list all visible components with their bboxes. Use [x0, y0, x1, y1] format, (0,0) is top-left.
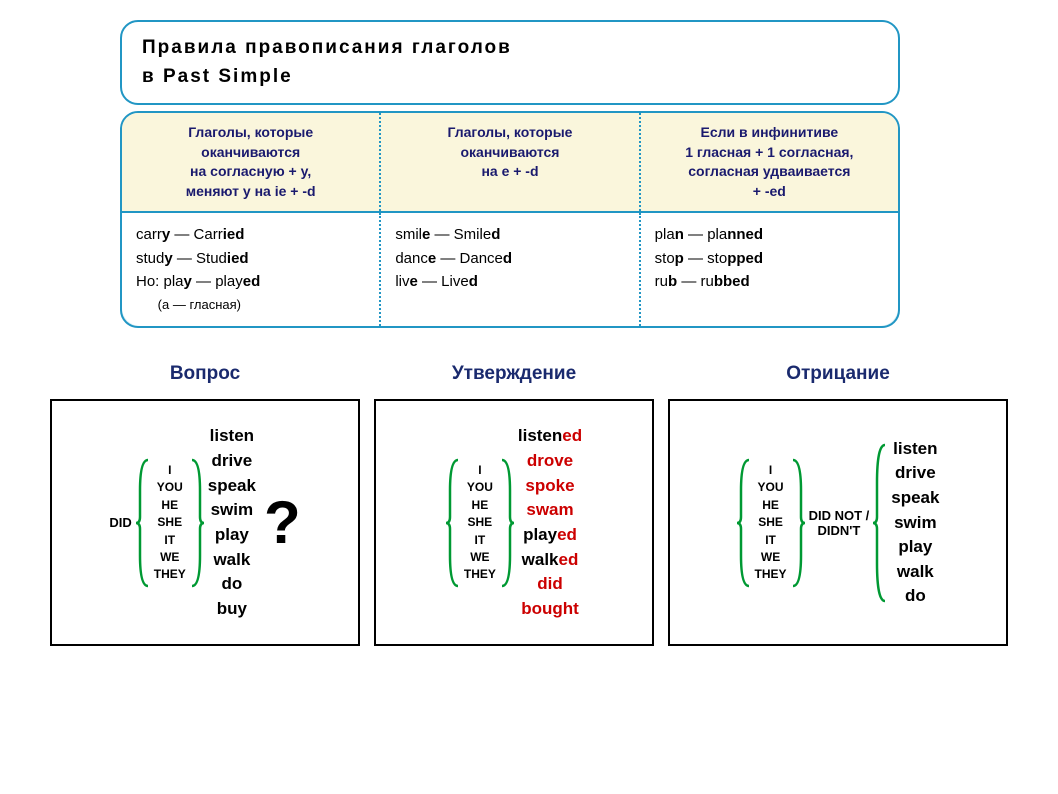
brace-icon	[446, 458, 460, 588]
question-verbs: listendrivespeakswimplaywalkdobuy	[208, 424, 256, 621]
question-mark: ?	[264, 488, 301, 557]
rules-box: Глаголы, которыеоканчиваютсяна согласную…	[120, 111, 900, 328]
title-line2: в Past Simple	[142, 63, 878, 92]
brace-icon	[791, 458, 805, 588]
rules-col2-header: Глаголы, которыеоканчиваютсяна e + -d	[379, 113, 640, 211]
question-pronouns: IYOUHESHEITWETHEY	[154, 462, 186, 584]
brace-icon	[873, 443, 887, 603]
affirmation-pronouns: IYOUHESHEITWETHEY	[464, 462, 496, 584]
affirmation-title: Утверждение	[374, 363, 654, 385]
negation-aux: DID NOT / DIDN'T	[809, 508, 870, 538]
title-line1: Правила правописания глаголов	[142, 34, 878, 63]
brace-icon	[500, 458, 514, 588]
brace-icon	[737, 458, 751, 588]
rules-col3-header: Если в инфинитиве1 гласная + 1 согласная…	[641, 113, 898, 211]
rules-col2-body: smile — Smileddance — Dancedlive — Lived	[379, 213, 640, 326]
negation-title: Отрицание	[668, 363, 1008, 385]
brace-icon	[136, 458, 150, 588]
title-box: Правила правописания глаголов в Past Sim…	[120, 20, 900, 105]
affirmation-block: Утверждение IYOUHESHEITWETHEY listeneddr…	[374, 363, 654, 646]
affirmation-verbs: listeneddrovespokeswamplayedwalkeddidbou…	[518, 424, 582, 621]
negation-pronouns: IYOUHESHEITWETHEY	[755, 462, 787, 584]
question-box: DID IYOUHESHEITWETHEY listendrivespeaksw…	[50, 399, 360, 646]
rules-col3-body: plan — plannedstop — stoppedrub — rubbed	[641, 213, 898, 326]
affirmation-box: IYOUHESHEITWETHEY listeneddrovespokeswam…	[374, 399, 654, 646]
brace-icon	[190, 458, 204, 588]
negation-verbs: listendrivespeakswimplaywalkdo	[891, 437, 939, 609]
negation-block: Отрицание IYOUHESHEITWETHEY DID NOT / DI…	[668, 363, 1008, 646]
negation-box: IYOUHESHEITWETHEY DID NOT / DIDN'T liste…	[668, 399, 1008, 646]
question-block: Вопрос DID IYOUHESHEITWETHEY listendrive…	[50, 363, 360, 646]
question-title: Вопрос	[50, 363, 360, 385]
rules-col1-body: carry — Carriedstudy — StudiedНо: play —…	[122, 213, 379, 326]
question-aux: DID	[109, 515, 131, 530]
rules-col1-header: Глаголы, которыеоканчиваютсяна согласную…	[122, 113, 379, 211]
